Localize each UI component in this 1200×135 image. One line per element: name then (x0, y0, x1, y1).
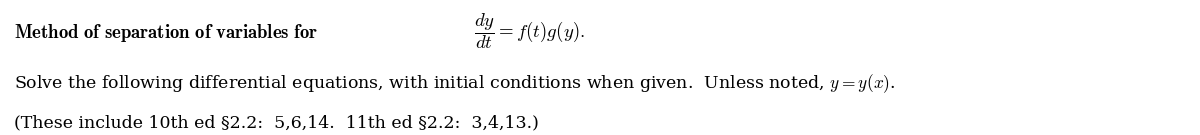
Text: $\dfrac{dy}{dt} = f(t)g(y).$: $\dfrac{dy}{dt} = f(t)g(y).$ (474, 11, 586, 51)
Text: Solve the following differential equations, with initial conditions when given. : Solve the following differential equatio… (14, 72, 896, 95)
Text: (These include 10th ed §2.2:  5,6,14.  11th ed §2.2:  3,4,13.): (These include 10th ed §2.2: 5,6,14. 11t… (14, 114, 539, 131)
Text: $\mathbf{Method\ of\ separation\ of\ variables\ for}$: $\mathbf{Method\ of\ separation\ of\ var… (14, 22, 319, 44)
